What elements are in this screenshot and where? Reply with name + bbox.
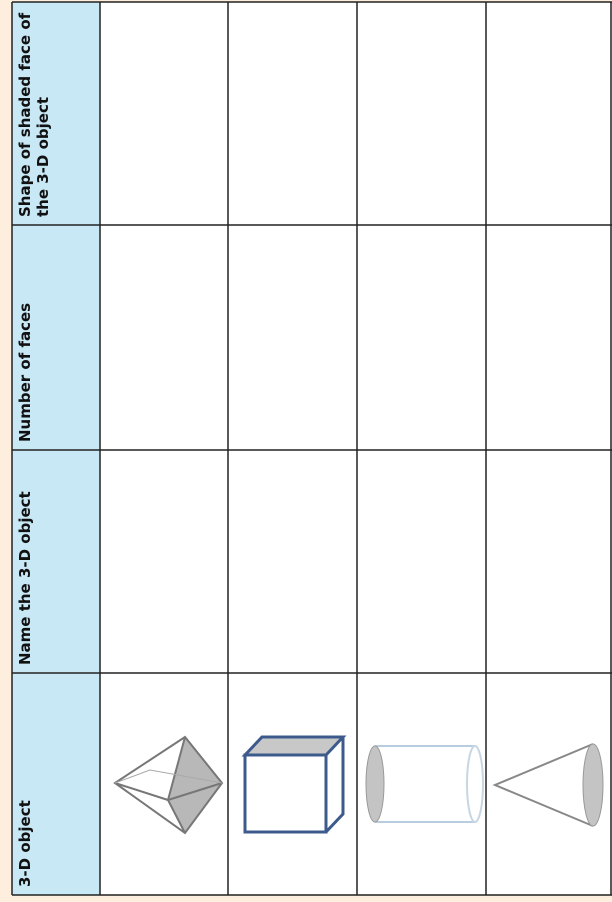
cylinder	[365, 745, 484, 823]
header-cell: 3-D object	[16, 800, 34, 887]
header-cell: Name the 3-D object	[16, 491, 34, 665]
cone	[492, 743, 604, 827]
grid	[11, 1, 612, 896]
header-column	[12, 2, 100, 895]
header-cell: Number of faces	[16, 302, 34, 442]
cube	[241, 735, 347, 834]
header-cell: Shape of shaded face of the 3-D object	[16, 12, 52, 217]
octahedron	[113, 735, 224, 835]
